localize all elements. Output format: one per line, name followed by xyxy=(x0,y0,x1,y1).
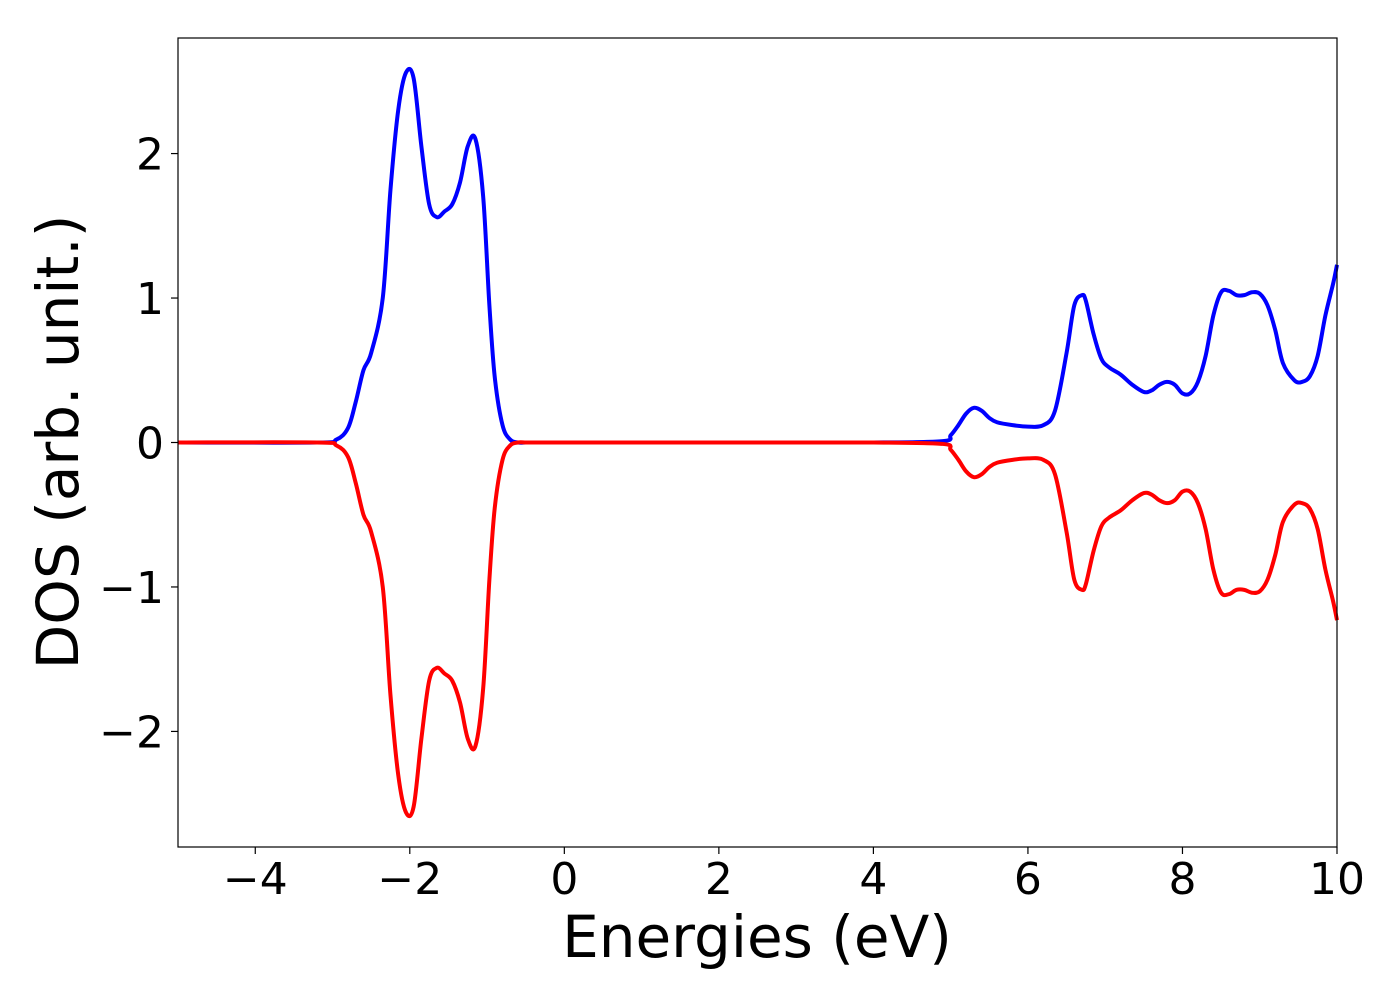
y-tick-label: 0 xyxy=(136,419,164,470)
y-tick-label: −2 xyxy=(99,707,164,758)
x-tick-label: 2 xyxy=(705,854,733,905)
x-axis-ticks: −4 −2 0 2 4 6 8 10 xyxy=(223,847,1365,905)
y-tick-label: 1 xyxy=(136,274,164,325)
series-layer xyxy=(177,66,1339,819)
x-tick-label: 6 xyxy=(1014,854,1042,905)
y-axis-ticks: −2 −1 0 1 2 xyxy=(99,130,178,758)
y-axis-label: DOS (arb. unit.) xyxy=(24,215,92,670)
x-tick-label: 8 xyxy=(1168,854,1196,905)
y-tick-label: 2 xyxy=(136,130,164,181)
x-tick-label: 10 xyxy=(1309,854,1365,905)
x-tick-label: −2 xyxy=(377,854,442,905)
y-tick-label: −1 xyxy=(99,563,164,614)
x-axis-label: Energies (eV) xyxy=(562,903,952,971)
x-tick-label: −4 xyxy=(223,854,288,905)
x-tick-label: 4 xyxy=(859,854,887,905)
x-tick-label: 0 xyxy=(550,854,578,905)
series-line-0 xyxy=(177,66,1339,445)
series-line-1 xyxy=(177,440,1339,819)
